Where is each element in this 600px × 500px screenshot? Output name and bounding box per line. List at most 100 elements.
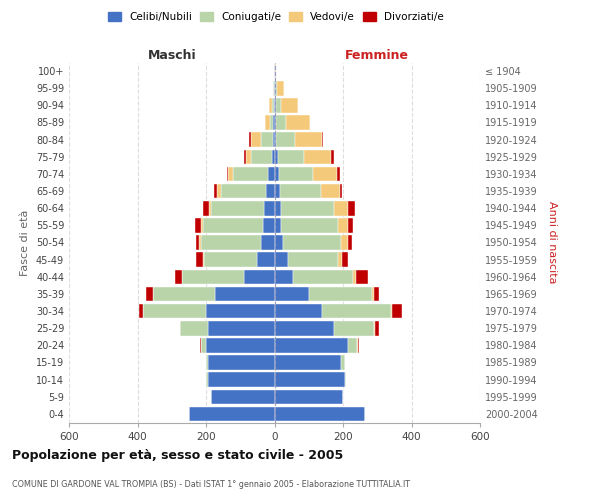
Bar	[274, 98, 275, 112]
Bar	[214, 184, 217, 198]
Bar	[204, 252, 257, 267]
Bar	[275, 218, 281, 232]
Bar	[189, 406, 275, 421]
Bar	[322, 132, 323, 147]
Bar	[341, 235, 348, 250]
Bar	[277, 81, 284, 96]
Bar	[275, 98, 281, 112]
Bar	[275, 270, 293, 284]
Bar	[358, 338, 359, 352]
Bar	[275, 390, 343, 404]
Bar	[211, 201, 264, 216]
Bar	[288, 252, 338, 267]
Bar	[211, 390, 275, 404]
Bar	[309, 286, 372, 301]
Bar	[206, 304, 275, 318]
Bar	[203, 218, 263, 232]
Bar	[341, 355, 345, 370]
Bar	[250, 132, 251, 147]
Bar	[217, 184, 221, 198]
Bar	[246, 150, 251, 164]
Bar	[313, 166, 337, 181]
Bar	[342, 252, 348, 267]
Bar	[244, 150, 246, 164]
Bar	[374, 286, 379, 301]
Bar	[261, 235, 275, 250]
Bar	[338, 218, 348, 232]
Bar	[334, 321, 374, 336]
Bar	[348, 201, 355, 216]
Bar	[175, 270, 182, 284]
Bar	[274, 115, 275, 130]
Bar	[196, 235, 199, 250]
Bar	[348, 338, 356, 352]
Bar	[275, 286, 309, 301]
Bar	[348, 218, 353, 232]
Bar	[208, 321, 275, 336]
Bar	[374, 321, 375, 336]
Bar	[196, 252, 203, 267]
Text: Femmine: Femmine	[345, 48, 409, 62]
Bar	[280, 184, 321, 198]
Bar	[275, 115, 276, 130]
Bar	[275, 355, 341, 370]
Bar	[227, 166, 228, 181]
Bar	[286, 115, 310, 130]
Text: COMUNE DI GARDONE VAL TROMPIA (BS) - Dati ISTAT 1° gennaio 2005 - Elaborazione T: COMUNE DI GARDONE VAL TROMPIA (BS) - Dat…	[12, 480, 410, 489]
Bar	[331, 150, 334, 164]
Bar	[264, 201, 275, 216]
Bar	[182, 270, 244, 284]
Bar	[208, 372, 275, 387]
Bar	[337, 166, 340, 181]
Bar	[221, 184, 266, 198]
Bar	[201, 338, 206, 352]
Bar	[275, 406, 365, 421]
Bar	[257, 252, 275, 267]
Bar	[206, 355, 208, 370]
Bar	[322, 304, 391, 318]
Bar	[293, 270, 353, 284]
Bar	[263, 218, 275, 232]
Bar	[356, 270, 368, 284]
Bar	[269, 98, 272, 112]
Bar	[283, 235, 341, 250]
Bar	[275, 372, 345, 387]
Bar	[275, 81, 277, 96]
Bar	[270, 115, 274, 130]
Bar	[143, 304, 206, 318]
Bar	[146, 286, 153, 301]
Bar	[272, 98, 274, 112]
Bar	[356, 338, 358, 352]
Bar	[208, 355, 275, 370]
Bar	[340, 184, 343, 198]
Bar	[372, 286, 374, 301]
Bar	[251, 132, 261, 147]
Text: Popolazione per età, sesso e stato civile - 2005: Popolazione per età, sesso e stato civil…	[12, 450, 343, 462]
Bar	[392, 304, 402, 318]
Bar	[353, 270, 356, 284]
Bar	[215, 286, 275, 301]
Bar	[281, 201, 334, 216]
Bar	[228, 166, 233, 181]
Y-axis label: Anni di nascita: Anni di nascita	[547, 201, 557, 284]
Legend: Celibi/Nubili, Coniugati/e, Vedovi/e, Divorziati/e: Celibi/Nubili, Coniugati/e, Vedovi/e, Di…	[104, 8, 448, 26]
Bar	[201, 235, 261, 250]
Bar	[295, 132, 322, 147]
Bar	[275, 321, 334, 336]
Bar	[275, 132, 276, 147]
Text: Maschi: Maschi	[148, 48, 196, 62]
Bar	[266, 184, 275, 198]
Bar	[233, 166, 268, 181]
Bar	[200, 338, 201, 352]
Bar	[201, 218, 203, 232]
Bar	[334, 201, 348, 216]
Bar	[321, 184, 340, 198]
Bar	[275, 304, 322, 318]
Bar	[199, 235, 201, 250]
Bar	[275, 150, 278, 164]
Bar	[278, 166, 313, 181]
Bar	[338, 252, 342, 267]
Bar	[272, 150, 275, 164]
Bar	[275, 252, 288, 267]
Bar	[281, 218, 338, 232]
